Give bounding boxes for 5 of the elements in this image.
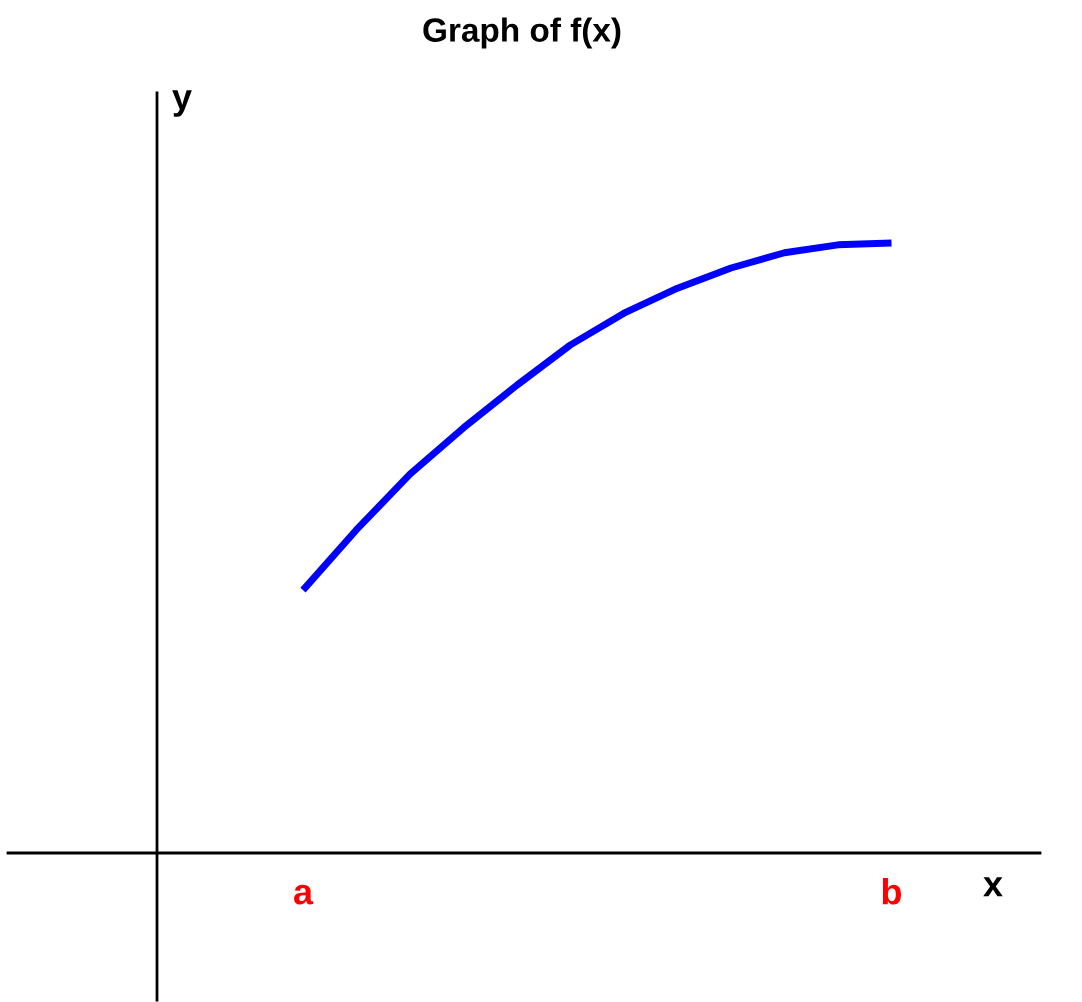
x-axis-title: x bbox=[983, 877, 1003, 897]
x-tick-label: a bbox=[294, 884, 314, 905]
x-tick-label: b bbox=[882, 878, 902, 905]
chart-title: Graph of f(x) bbox=[423, 17, 621, 49]
y-axis-title: y bbox=[172, 90, 192, 117]
